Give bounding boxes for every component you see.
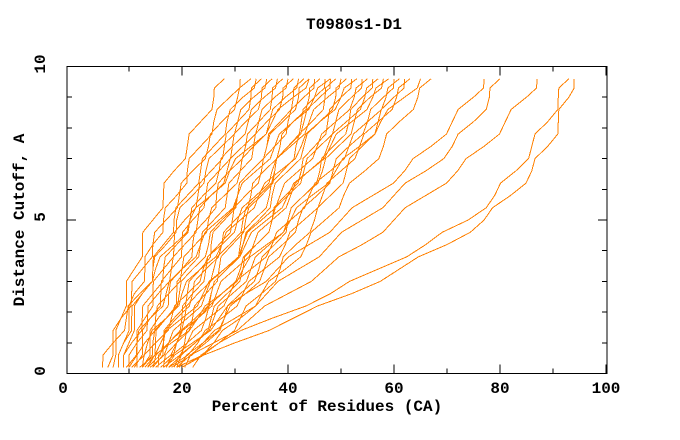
model-curve xyxy=(107,78,252,368)
model-curve xyxy=(165,78,485,368)
model-curve xyxy=(147,78,421,368)
model-curve xyxy=(149,78,368,368)
plot-border xyxy=(66,66,608,374)
model-curve xyxy=(165,78,363,368)
x-tick-label: 0 xyxy=(58,380,68,398)
model-curve xyxy=(128,78,262,368)
y-tick-label: 5 xyxy=(32,212,50,222)
model-curve xyxy=(139,78,389,368)
model-curve xyxy=(176,78,570,368)
page-title: T0980s1-D1 xyxy=(305,16,403,34)
x-axis-label: Percent of Residues (CA) xyxy=(211,398,443,416)
model-curve xyxy=(168,78,411,368)
model-curve xyxy=(152,78,331,368)
model-curve xyxy=(160,78,347,368)
model-curve xyxy=(136,78,300,368)
model-curve xyxy=(131,78,358,368)
y-tick-label: 10 xyxy=(32,53,50,74)
model-curve xyxy=(162,78,326,368)
model-curve xyxy=(152,78,305,368)
model-curve xyxy=(181,78,575,368)
model-curve xyxy=(102,78,310,368)
x-tick-label: 40 xyxy=(278,380,298,398)
model-curve xyxy=(123,78,257,368)
model-curve xyxy=(173,78,384,368)
model-curve xyxy=(125,78,331,368)
x-tick-label: 80 xyxy=(490,380,510,398)
x-tick-label: 20 xyxy=(172,380,192,398)
y-axis-label: Distance Cutoff, A xyxy=(11,133,29,307)
model-curve xyxy=(181,78,432,368)
x-tick-label: 60 xyxy=(384,380,404,398)
y-tick-label: 0 xyxy=(32,365,50,376)
model-curve xyxy=(141,78,342,368)
model-curve xyxy=(184,78,374,368)
model-curve xyxy=(117,78,268,368)
model-curve xyxy=(128,78,289,368)
model-curve xyxy=(176,78,538,368)
x-tick-label: 100 xyxy=(591,380,621,398)
model-curve xyxy=(147,78,321,368)
model-curve xyxy=(171,78,501,368)
model-curve xyxy=(117,78,241,368)
